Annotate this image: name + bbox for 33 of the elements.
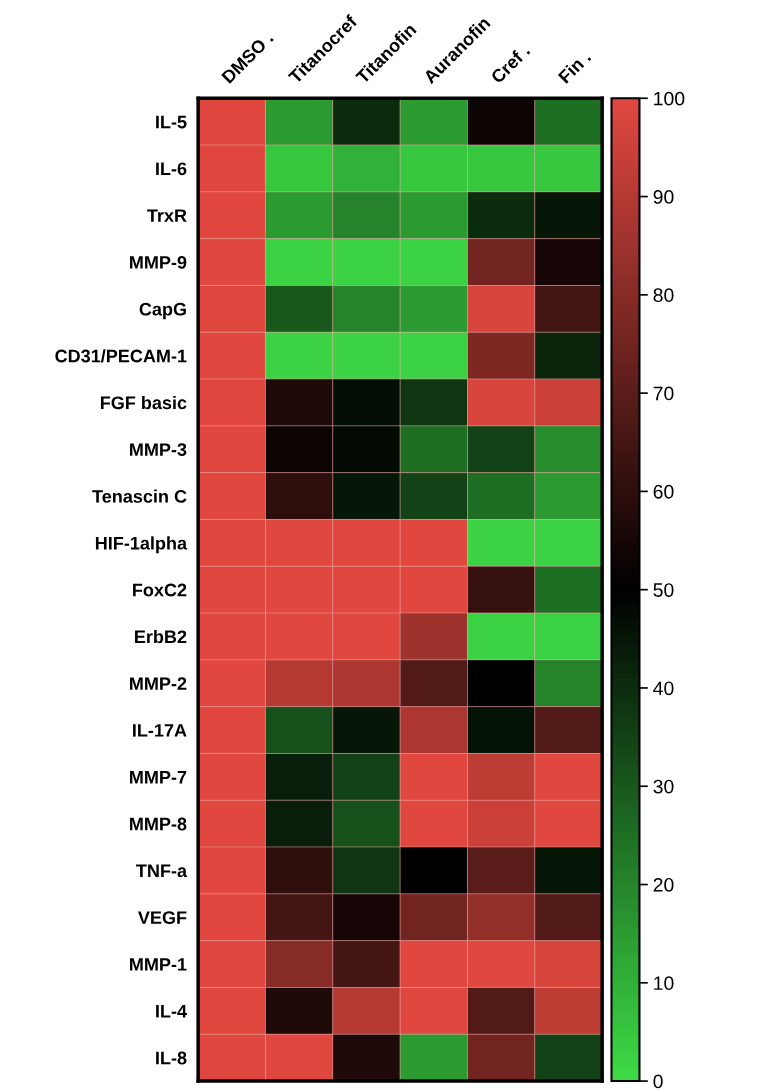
color-bar-label: 20 (653, 877, 674, 892)
color-bar-label: 80 (653, 288, 674, 303)
y-tick-label: IL-17A (133, 724, 187, 737)
y-tick-label: IL-4 (156, 1005, 187, 1018)
y-tick-label: IL-6 (156, 162, 187, 176)
color-bar-label: 90 (653, 190, 674, 204)
y-tick-label: IL-8 (156, 1051, 187, 1065)
y-tick-label: CD31/PECAM-1 (55, 349, 187, 363)
color-bar-label: 50 (653, 583, 674, 597)
y-tick-label: VEGF (137, 911, 187, 924)
x-tick-label: Fin . (557, 49, 592, 84)
color-bar-label: 70 (653, 386, 674, 401)
color-bar-label: 10 (654, 976, 674, 991)
y-tick-label: MMP-1 (130, 958, 187, 971)
y-tick-label: MMP-7 (130, 771, 187, 784)
color-bar-label: 60 (653, 484, 674, 499)
color-bar-label: 0 (653, 1074, 663, 1089)
y-tick-label: MMP-2 (130, 677, 187, 690)
y-tick-label: TrxR (147, 209, 187, 222)
color-bar-label: 40 (653, 681, 674, 696)
y-tick-label: MMP-9 (130, 256, 187, 269)
y-tick-label: FGF basic (100, 395, 187, 410)
y-tick-label: MMP-8 (130, 817, 187, 831)
color-bar-label: 100 (654, 91, 685, 106)
y-tick-label: Tenascin C (92, 489, 187, 503)
y-tick-label: MMP-3 (130, 443, 187, 457)
y-tick-label: HIF-1alpha (95, 536, 188, 554)
y-tick-label: ErbB2 (135, 629, 187, 644)
y-tick-label: IL-5 (156, 115, 187, 129)
y-tick-label: TNF-a (136, 864, 188, 878)
y-tick-label: CapG (139, 302, 186, 320)
y-tick-label: FoxC2 (133, 583, 187, 597)
color-bar-label: 30 (653, 779, 674, 794)
